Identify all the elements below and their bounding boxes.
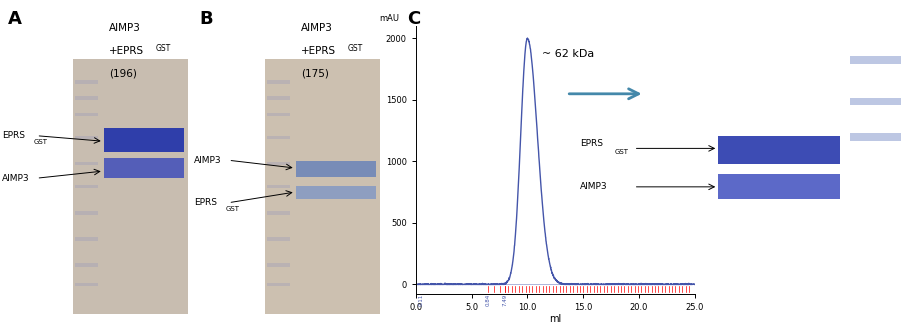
- Bar: [265, 59, 380, 314]
- Text: A: A: [7, 10, 22, 28]
- Bar: [295, 186, 377, 199]
- Bar: [75, 80, 98, 84]
- Bar: [75, 162, 98, 165]
- Bar: [267, 185, 290, 188]
- Text: EPRS: EPRS: [194, 198, 217, 207]
- Bar: [267, 96, 290, 100]
- Bar: [295, 161, 377, 177]
- Text: (175): (175): [302, 69, 329, 79]
- Bar: [267, 162, 290, 165]
- Bar: [267, 283, 290, 286]
- Text: GST: GST: [347, 44, 363, 53]
- Bar: [850, 97, 901, 105]
- Bar: [75, 113, 98, 116]
- Text: GST: GST: [226, 206, 239, 212]
- Bar: [75, 136, 98, 139]
- Text: mAU: mAU: [379, 14, 399, 24]
- Bar: [75, 211, 98, 215]
- Text: AIMP3: AIMP3: [302, 23, 334, 33]
- Text: (196): (196): [110, 69, 137, 79]
- Bar: [75, 263, 98, 267]
- X-axis label: ml: ml: [549, 314, 561, 324]
- Text: GST: GST: [155, 44, 171, 53]
- Text: 7.49: 7.49: [503, 294, 507, 306]
- Text: AIMP3: AIMP3: [110, 23, 142, 33]
- Bar: [267, 211, 290, 215]
- Bar: [73, 59, 188, 314]
- Bar: [75, 237, 98, 241]
- Bar: [75, 185, 98, 188]
- Text: 0.11: 0.11: [419, 294, 424, 306]
- Text: 0.84: 0.84: [486, 294, 491, 306]
- Bar: [103, 128, 185, 152]
- Bar: [267, 136, 290, 139]
- Bar: [267, 263, 290, 267]
- Text: ~ 62 kDa: ~ 62 kDa: [542, 49, 594, 60]
- Text: +EPRS: +EPRS: [110, 46, 144, 56]
- Text: AIMP3: AIMP3: [580, 182, 608, 191]
- Bar: [850, 56, 901, 64]
- Text: C: C: [407, 10, 420, 28]
- Text: AIMP3: AIMP3: [2, 174, 29, 183]
- Bar: [267, 80, 290, 84]
- Bar: [850, 133, 901, 141]
- Bar: [267, 113, 290, 116]
- Bar: [103, 158, 185, 178]
- Bar: [718, 175, 840, 199]
- Text: AIMP3: AIMP3: [194, 156, 221, 165]
- Text: GST: GST: [614, 149, 628, 155]
- Text: GST: GST: [34, 139, 48, 145]
- Text: EPRS: EPRS: [2, 131, 25, 140]
- Bar: [718, 136, 840, 164]
- Bar: [75, 96, 98, 100]
- Text: EPRS: EPRS: [580, 139, 603, 148]
- Bar: [75, 283, 98, 286]
- Text: +EPRS: +EPRS: [302, 46, 336, 56]
- Text: B: B: [199, 10, 213, 28]
- Bar: [267, 237, 290, 241]
